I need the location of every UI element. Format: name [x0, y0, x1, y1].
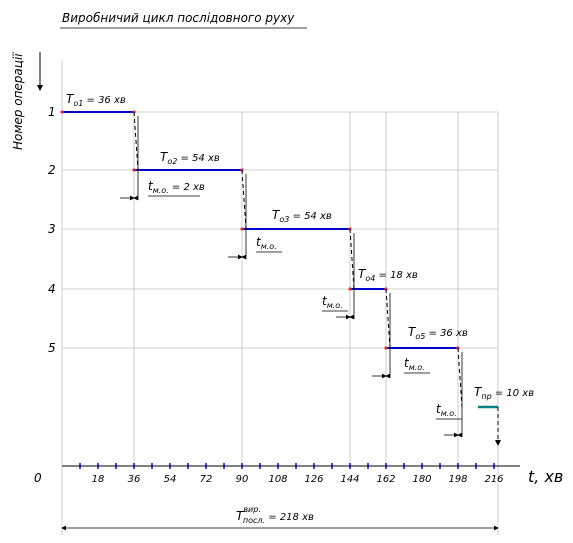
x-tick-label-198: 198 — [448, 474, 467, 485]
transfer-label-4: tм.о. — [404, 356, 425, 372]
operations-layer — [60, 110, 498, 409]
transfer-label-5: tм.о. — [436, 402, 457, 418]
x-tick-label-126: 126 — [304, 474, 323, 485]
operation-label-5: To5 = 36 хв — [408, 325, 468, 341]
x-tick-label-144: 144 — [340, 474, 359, 485]
operation-number-3: 3 — [48, 222, 56, 236]
transfer-drop-4 — [385, 288, 391, 349]
operation-start-3 — [240, 227, 244, 231]
operation-start-2 — [132, 168, 136, 172]
operation-start-1 — [60, 110, 64, 114]
x-tick-label-216: 216 — [484, 474, 503, 485]
x-tick-label-180: 180 — [412, 474, 431, 485]
transfer-drop-2 — [241, 169, 247, 230]
total-cycle-label: Tвир. посл. = 218 хв — [236, 505, 314, 525]
labels-layer: To1 = 36 хв To2 = 54 хв To3 = 54 хв To4 = 1… — [66, 92, 534, 525]
x-tick-label-162: 162 — [376, 474, 395, 485]
operation-label-2: To2 = 54 хв — [160, 150, 220, 166]
x-tick-label-90: 90 — [236, 474, 249, 485]
operation-number-1: 1 — [48, 105, 56, 119]
transfer-label-3: tм.о. — [322, 294, 343, 310]
transfer-drop-1 — [133, 111, 139, 171]
transfer-drop-3 — [349, 228, 355, 290]
transfer-label-1: tм.о. = 2 хв — [148, 179, 205, 195]
operation-label-4: To4 = 18 хв — [358, 267, 418, 283]
y-axis-label: Номер операції — [11, 52, 25, 150]
x-axis-label: t, хв — [528, 467, 563, 486]
operation-label-3: To3 = 54 хв — [272, 208, 332, 224]
operation-number-2: 2 — [48, 163, 56, 177]
x-tick-label-108: 108 — [268, 474, 287, 485]
operation-start-4 — [348, 287, 352, 291]
x-tick-label-18: 18 — [92, 474, 105, 485]
time-axis: 18 36 54 72 90 108 126 144 162 180 198 216 — [62, 463, 520, 485]
operation-number-4: 4 — [48, 282, 56, 296]
natural-process-label: Tпр = 10 хв — [474, 385, 534, 401]
operation-start-5 — [384, 346, 388, 350]
origin-label: 0 — [34, 471, 42, 485]
x-tick-label-54: 54 — [164, 474, 177, 485]
diagram-title: Виробничий цикл послідовного руху — [62, 11, 295, 25]
transfers-layer — [120, 111, 501, 446]
operation-number-5: 5 — [48, 341, 56, 355]
x-tick-label-72: 72 — [200, 474, 213, 485]
x-tick-label-36: 36 — [128, 474, 141, 485]
transfer-label-2: tм.о. — [256, 235, 277, 251]
operation-label-1: To1 = 36 хв — [66, 92, 126, 108]
transfer-drop-5 — [457, 347, 463, 408]
